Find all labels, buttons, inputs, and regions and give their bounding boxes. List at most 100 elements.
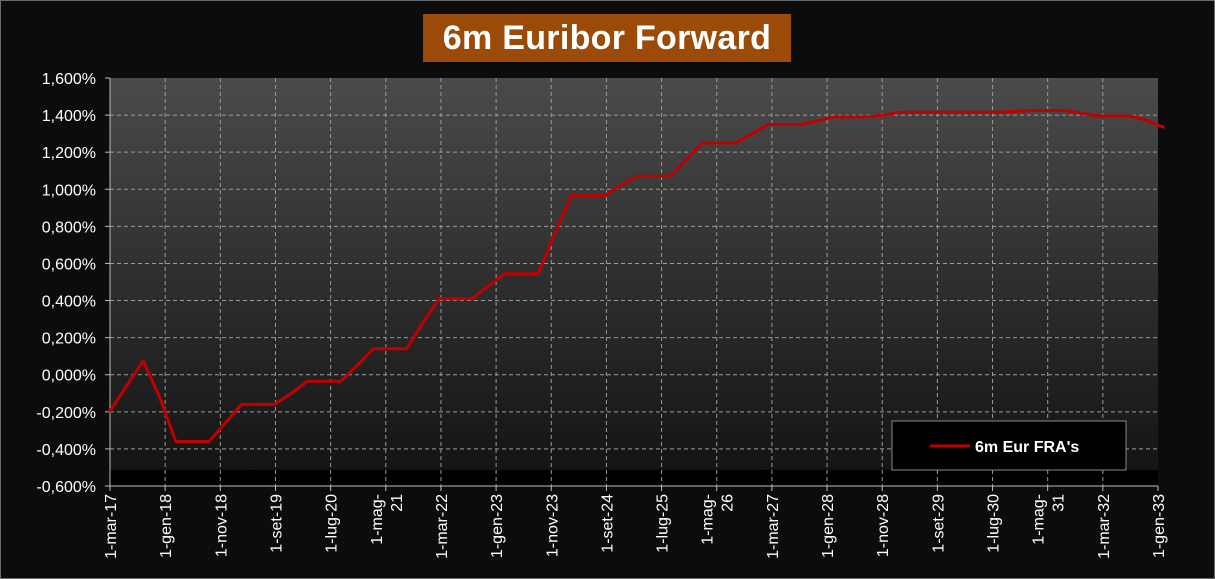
plot-area bbox=[110, 78, 1158, 486]
data-point bbox=[372, 347, 375, 351]
data-point bbox=[1063, 109, 1067, 112]
y-tick-label: -0,600% bbox=[36, 479, 96, 496]
x-tick-text: 1-set-24 bbox=[599, 494, 616, 553]
y-tick-label: 0,400% bbox=[42, 294, 96, 311]
data-point bbox=[322, 379, 326, 383]
data-point bbox=[931, 110, 935, 114]
x-tick-label: 1-lug-25 bbox=[655, 494, 672, 553]
y-tick-label: -0,200% bbox=[36, 405, 96, 422]
y-axis-ticks: 1,600% 1,400% 1,200% 1,000% 0,800% 0,600% 0,40… bbox=[36, 71, 96, 496]
data-point bbox=[224, 421, 227, 425]
data-point bbox=[503, 272, 507, 276]
data-point bbox=[174, 440, 178, 443]
data-point bbox=[832, 115, 836, 119]
x-tick-label: 1-mag- 26 bbox=[700, 494, 737, 545]
x-tick-text: 1-gen-18 bbox=[158, 494, 175, 558]
y-tick-label: 0,000% bbox=[42, 368, 96, 385]
series-group bbox=[108, 109, 1165, 443]
data-point bbox=[651, 174, 655, 178]
x-tick-text: 1-mag- bbox=[369, 494, 386, 545]
data-point bbox=[586, 194, 589, 198]
data-point bbox=[536, 272, 540, 276]
data-point bbox=[948, 110, 951, 114]
data-point bbox=[355, 364, 359, 367]
data-point bbox=[882, 113, 886, 117]
data-point bbox=[964, 110, 968, 114]
data-point bbox=[191, 440, 194, 443]
x-tick-label: 1-mar-22 bbox=[434, 494, 451, 559]
x-tick-text: 21 bbox=[389, 494, 406, 512]
data-point bbox=[1162, 125, 1165, 129]
x-tick-text: 1-mar-32 bbox=[1096, 494, 1113, 559]
data-point bbox=[800, 123, 803, 126]
x-tick-text: 1-set-29 bbox=[930, 494, 947, 553]
x-tick-text: 1-mag- bbox=[700, 494, 717, 545]
x-tick-text: 1-nov-28 bbox=[875, 494, 892, 557]
data-point bbox=[405, 347, 408, 351]
data-point bbox=[207, 440, 211, 443]
data-point bbox=[108, 409, 112, 413]
chart-title: 6m Euribor Forward bbox=[423, 14, 791, 62]
y-tick-label: 0,800% bbox=[42, 219, 96, 236]
data-point bbox=[717, 141, 721, 145]
data-point bbox=[816, 119, 820, 123]
data-point bbox=[421, 321, 425, 325]
x-tick-label: 1-gen-18 bbox=[158, 494, 175, 558]
data-point bbox=[866, 115, 869, 119]
x-tick-text: 1-gen-23 bbox=[489, 494, 506, 558]
x-tick-label: 1-set-19 bbox=[268, 494, 285, 553]
x-tick-text: 1-gen-33 bbox=[1151, 494, 1168, 558]
data-point bbox=[1112, 114, 1116, 118]
data-point bbox=[470, 297, 474, 301]
data-point bbox=[437, 297, 441, 301]
data-point bbox=[569, 194, 573, 198]
y-tick-label: 0,200% bbox=[42, 331, 96, 348]
x-tick-text: 1-set-19 bbox=[268, 494, 285, 553]
legend: 6m Eur FRA's bbox=[891, 420, 1127, 471]
x-tick-label: 1-mar-27 bbox=[765, 494, 782, 559]
axes bbox=[105, 77, 1159, 491]
data-point bbox=[553, 233, 556, 237]
x-tick-text: 1-lug-30 bbox=[986, 494, 1003, 553]
data-point bbox=[388, 347, 392, 351]
x-tick-text: 1-nov-18 bbox=[213, 494, 230, 557]
x-tick-text: 1-mar-27 bbox=[765, 494, 782, 559]
x-tick-label: 1-set-24 bbox=[599, 494, 616, 553]
plot-bottom-band bbox=[110, 470, 1158, 486]
x-tick-label: 1-lug-30 bbox=[986, 494, 1003, 553]
data-point bbox=[339, 379, 343, 383]
x-axis-ticks: 1-mar-17 1-gen-18 1-nov-18 1-set-19 1-lug-20… bbox=[103, 494, 1168, 559]
x-tick-text: 1-nov-23 bbox=[544, 494, 561, 557]
data-point bbox=[750, 132, 754, 136]
y-tick-label: 0,600% bbox=[42, 256, 96, 273]
data-point bbox=[306, 379, 309, 383]
data-point bbox=[158, 395, 162, 399]
x-tick-label: 1-gen-23 bbox=[489, 494, 506, 558]
x-tick-label: 1-mag- 21 bbox=[369, 494, 406, 545]
data-point bbox=[915, 110, 918, 114]
x-tick-text: 1-lug-25 bbox=[655, 494, 672, 553]
x-tick-label: 1-mar-32 bbox=[1096, 494, 1113, 559]
data-point bbox=[619, 184, 622, 188]
data-point bbox=[454, 297, 458, 301]
data-point bbox=[240, 403, 244, 406]
data-point bbox=[849, 115, 853, 119]
data-point bbox=[1030, 109, 1033, 112]
y-tick-label: -0,400% bbox=[36, 442, 96, 459]
data-point bbox=[125, 384, 128, 388]
legend-label: 6m Eur FRA's bbox=[975, 439, 1079, 456]
data-point bbox=[1014, 110, 1017, 113]
y-tick-label: 1,200% bbox=[42, 145, 96, 162]
data-point bbox=[1046, 109, 1050, 112]
data-point bbox=[602, 194, 606, 198]
data-point bbox=[701, 141, 704, 145]
data-point bbox=[141, 359, 145, 363]
data-point bbox=[898, 110, 902, 114]
y-tick-label: 1,600% bbox=[42, 71, 96, 88]
x-tick-text: 1-mar-17 bbox=[103, 494, 120, 559]
x-tick-label: 1-lug-20 bbox=[324, 494, 341, 553]
y-tick-label: 1,400% bbox=[42, 108, 96, 125]
x-tick-label: 1-nov-18 bbox=[213, 494, 230, 557]
x-tick-label: 1-nov-28 bbox=[875, 494, 892, 557]
x-tick-text: 1-gen-28 bbox=[820, 494, 837, 558]
